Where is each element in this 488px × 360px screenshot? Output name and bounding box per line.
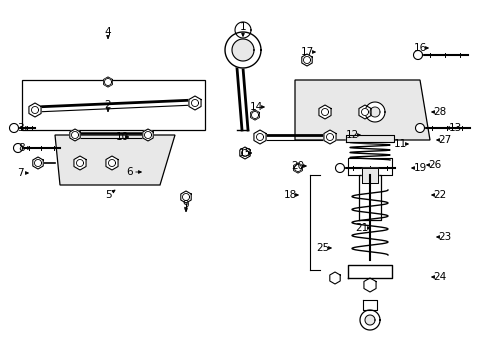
Text: 4: 4	[104, 27, 111, 37]
Polygon shape	[256, 134, 263, 140]
Polygon shape	[347, 265, 391, 278]
Text: 14: 14	[249, 102, 262, 112]
Polygon shape	[250, 110, 259, 120]
Polygon shape	[369, 107, 379, 117]
Text: 8: 8	[19, 143, 25, 153]
Polygon shape	[14, 144, 22, 153]
Polygon shape	[241, 149, 248, 157]
Text: 5: 5	[104, 190, 111, 200]
Polygon shape	[363, 278, 375, 292]
Text: 12: 12	[345, 130, 358, 140]
Text: 11: 11	[392, 139, 406, 149]
Polygon shape	[362, 300, 376, 310]
Polygon shape	[361, 168, 377, 183]
Polygon shape	[358, 175, 380, 220]
Text: 23: 23	[437, 232, 451, 242]
Polygon shape	[321, 108, 328, 116]
Text: 22: 22	[432, 190, 446, 200]
Polygon shape	[74, 156, 86, 170]
Polygon shape	[347, 158, 391, 175]
Polygon shape	[182, 194, 189, 201]
Polygon shape	[144, 131, 151, 139]
Polygon shape	[108, 159, 115, 166]
Polygon shape	[413, 50, 422, 59]
Text: 17: 17	[300, 47, 313, 57]
Text: 15: 15	[238, 148, 251, 158]
Text: 20: 20	[291, 161, 304, 171]
Polygon shape	[364, 315, 374, 325]
Polygon shape	[33, 157, 43, 169]
Polygon shape	[251, 112, 258, 118]
Polygon shape	[104, 78, 111, 85]
Text: 19: 19	[412, 163, 426, 173]
Polygon shape	[9, 123, 19, 132]
Polygon shape	[361, 108, 368, 116]
Polygon shape	[55, 135, 175, 185]
Text: 13: 13	[447, 123, 461, 133]
Text: 10: 10	[115, 132, 128, 142]
Polygon shape	[303, 57, 310, 63]
Text: 24: 24	[432, 272, 446, 282]
Polygon shape	[29, 103, 41, 117]
Polygon shape	[294, 165, 301, 171]
Polygon shape	[181, 191, 191, 203]
Text: 25: 25	[316, 243, 329, 253]
Text: 1: 1	[239, 22, 246, 32]
Polygon shape	[293, 163, 302, 173]
Text: 26: 26	[427, 160, 441, 170]
Polygon shape	[31, 107, 39, 113]
Polygon shape	[364, 102, 384, 122]
Text: 27: 27	[437, 135, 451, 145]
Polygon shape	[71, 131, 79, 139]
Polygon shape	[358, 105, 370, 119]
Polygon shape	[301, 54, 311, 66]
Polygon shape	[359, 310, 379, 330]
Polygon shape	[253, 130, 265, 144]
Polygon shape	[224, 32, 261, 68]
Polygon shape	[235, 22, 250, 38]
Text: 21: 21	[355, 223, 368, 233]
Polygon shape	[76, 159, 83, 166]
Polygon shape	[323, 130, 335, 144]
Text: 2: 2	[104, 100, 111, 110]
Polygon shape	[239, 147, 250, 159]
Polygon shape	[415, 123, 424, 132]
Polygon shape	[326, 134, 333, 140]
Polygon shape	[106, 156, 118, 170]
Text: 9: 9	[183, 200, 189, 210]
Polygon shape	[346, 135, 393, 142]
Polygon shape	[231, 39, 253, 61]
Polygon shape	[188, 96, 201, 110]
Polygon shape	[103, 77, 112, 87]
Polygon shape	[318, 105, 330, 119]
Text: 18: 18	[283, 190, 296, 200]
Text: 6: 6	[126, 167, 133, 177]
Text: 28: 28	[432, 107, 446, 117]
Polygon shape	[329, 272, 340, 284]
Polygon shape	[335, 163, 344, 172]
Polygon shape	[191, 99, 198, 107]
Text: 3: 3	[17, 123, 23, 133]
Polygon shape	[294, 80, 429, 140]
Text: 16: 16	[412, 43, 426, 53]
Polygon shape	[142, 129, 153, 141]
Text: 7: 7	[17, 168, 23, 178]
Polygon shape	[35, 159, 41, 166]
Polygon shape	[70, 129, 80, 141]
